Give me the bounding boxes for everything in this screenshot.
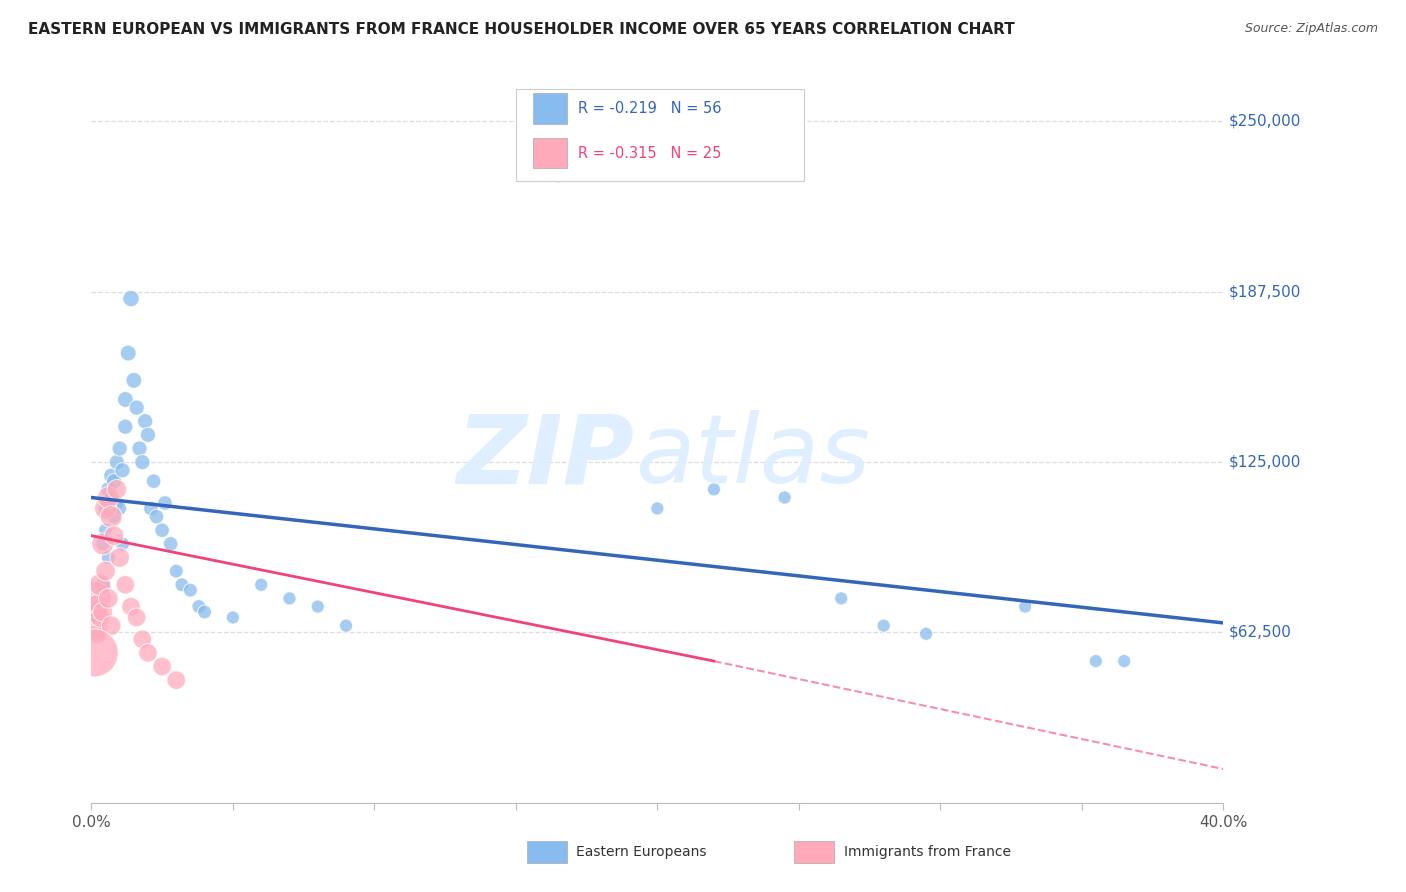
Point <box>83 591 105 606</box>
Text: $125,000: $125,000 <box>1229 455 1302 469</box>
Point <box>165 673 187 688</box>
Point <box>122 373 145 387</box>
Point <box>100 509 122 524</box>
Point <box>153 496 176 510</box>
Text: R = -0.219   N = 56: R = -0.219 N = 56 <box>578 102 721 116</box>
Point <box>111 537 134 551</box>
Point <box>165 564 187 578</box>
Point <box>114 419 136 434</box>
Point <box>97 550 120 565</box>
Point <box>136 427 159 442</box>
Point <box>139 501 162 516</box>
Point <box>915 627 938 641</box>
Point <box>131 632 153 647</box>
FancyBboxPatch shape <box>533 137 567 169</box>
Point <box>193 605 217 619</box>
Text: R = -0.315   N = 25: R = -0.315 N = 25 <box>578 145 721 161</box>
Point <box>100 618 122 632</box>
Point <box>335 618 357 632</box>
Point <box>159 537 181 551</box>
Point <box>134 414 156 428</box>
Text: ZIP: ZIP <box>457 410 634 503</box>
Point <box>1084 654 1107 668</box>
Text: atlas: atlas <box>634 410 870 503</box>
FancyBboxPatch shape <box>516 89 804 181</box>
Point <box>1014 599 1036 614</box>
Point <box>97 591 120 606</box>
Point <box>83 618 105 632</box>
Point <box>114 392 136 407</box>
Point <box>91 537 114 551</box>
Point <box>108 501 131 516</box>
Point <box>105 455 128 469</box>
Point <box>89 627 111 641</box>
Point <box>91 605 114 619</box>
Point <box>187 599 209 614</box>
Text: $62,500: $62,500 <box>1229 625 1292 640</box>
Point <box>94 501 117 516</box>
Point <box>89 610 111 624</box>
Point <box>83 646 105 660</box>
Point <box>179 583 201 598</box>
Point <box>872 618 894 632</box>
Point <box>105 496 128 510</box>
Point <box>128 442 150 456</box>
Text: Source: ZipAtlas.com: Source: ZipAtlas.com <box>1244 22 1378 36</box>
Point <box>97 491 120 505</box>
Point <box>111 463 134 477</box>
Text: Immigrants from France: Immigrants from France <box>844 845 1011 859</box>
Point <box>105 483 128 497</box>
Point <box>1114 654 1136 668</box>
Point <box>86 599 108 614</box>
Point <box>100 491 122 505</box>
Point <box>142 474 165 488</box>
Point <box>103 474 125 488</box>
Point <box>103 529 125 543</box>
Point <box>97 483 120 497</box>
Point <box>703 483 725 497</box>
Point <box>103 509 125 524</box>
Point <box>773 491 796 505</box>
Point <box>120 292 142 306</box>
Point <box>114 578 136 592</box>
Point <box>108 442 131 456</box>
Point <box>547 169 569 183</box>
Point <box>91 578 114 592</box>
Point <box>125 401 148 415</box>
Point <box>94 501 117 516</box>
Point <box>645 501 668 516</box>
Point <box>108 550 131 565</box>
Point <box>222 610 245 624</box>
FancyBboxPatch shape <box>533 94 567 124</box>
Point <box>131 455 153 469</box>
Point <box>94 564 117 578</box>
Point <box>307 599 329 614</box>
Point <box>120 599 142 614</box>
Point <box>250 578 273 592</box>
Point <box>150 659 173 673</box>
Point <box>117 346 139 360</box>
Text: $187,500: $187,500 <box>1229 285 1302 299</box>
Point <box>170 578 193 592</box>
Text: EASTERN EUROPEAN VS IMMIGRANTS FROM FRANCE HOUSEHOLDER INCOME OVER 65 YEARS CORR: EASTERN EUROPEAN VS IMMIGRANTS FROM FRAN… <box>28 22 1015 37</box>
Point <box>150 523 173 537</box>
Point <box>83 605 105 619</box>
Point <box>86 610 108 624</box>
Point <box>125 610 148 624</box>
Point <box>278 591 301 606</box>
Point <box>145 509 167 524</box>
Point <box>89 599 111 614</box>
Text: $250,000: $250,000 <box>1229 114 1302 129</box>
Point <box>94 523 117 537</box>
Text: Eastern Europeans: Eastern Europeans <box>576 845 707 859</box>
Point <box>100 468 122 483</box>
Point <box>136 646 159 660</box>
Point <box>86 627 108 641</box>
Point <box>91 537 114 551</box>
Point <box>89 578 111 592</box>
Point <box>830 591 852 606</box>
